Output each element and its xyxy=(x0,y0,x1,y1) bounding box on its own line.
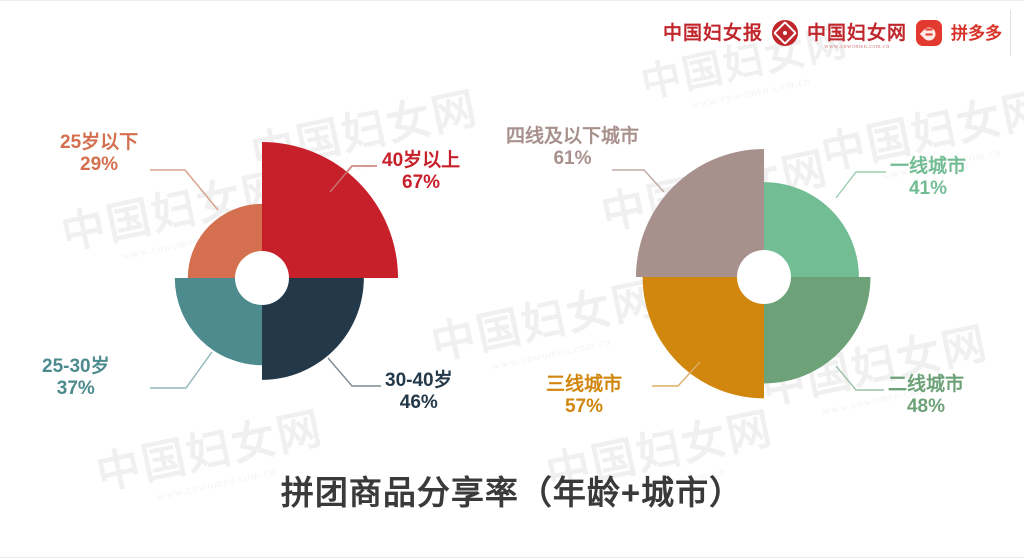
label-city-tier2: 二线城市 48% xyxy=(888,374,964,418)
pie-slice-25-30岁[interactable] xyxy=(174,278,262,366)
label-age-30-40: 30-40岁 46% xyxy=(385,370,453,414)
label-age-25-30-value: 37% xyxy=(56,378,95,400)
label-city-tier4-category: 四线及以下城市 xyxy=(506,126,640,147)
age-chart xyxy=(174,142,398,380)
logo-group: 中国妇女报 中国妇女网 www.cnwomen.com.cn 拼多多 xyxy=(662,20,1002,50)
label-city-tier3-category: 三线城市 xyxy=(546,374,623,395)
city-tier-chart xyxy=(636,149,871,399)
label-city-tier2-value: 48% xyxy=(906,396,946,418)
label-age-over-40: 40岁以上 67% xyxy=(382,150,460,194)
label-city-tier2-category: 二线城市 xyxy=(888,374,965,395)
label-age-under-25-value: 29% xyxy=(80,154,119,176)
pinduoduo-logo-icon xyxy=(916,20,942,46)
label-age-over-40-category: 40岁以上 xyxy=(382,150,461,171)
label-city-tier4-value: 61% xyxy=(553,148,592,170)
label-age-25-30-category: 25-30岁 xyxy=(42,356,110,377)
label-age-25-30: 25-30岁 37% xyxy=(42,356,110,400)
header-divider xyxy=(1010,10,1011,56)
pie-slice-40岁以上[interactable] xyxy=(262,142,398,278)
label-age-30-40-value: 46% xyxy=(399,392,438,414)
china-women-net-url: www.cnwomen.com.cn xyxy=(824,43,890,50)
pie-slice-四线及以下城市[interactable] xyxy=(636,149,764,277)
pinduoduo-logo-text: 拼多多 xyxy=(951,23,1002,43)
pie-slice-一线城市[interactable] xyxy=(764,182,859,277)
china-womens-news-logo: 中国妇女报 xyxy=(662,22,763,44)
label-city-tier3: 三线城市 57% xyxy=(546,374,622,418)
pie-slice-25岁以下[interactable] xyxy=(187,203,262,278)
pie-slice-30-40岁[interactable] xyxy=(262,278,364,380)
china-women-net-logo-text: 中国妇女网 xyxy=(806,22,907,44)
label-city-tier3-value: 57% xyxy=(564,396,604,418)
page-title: 拼团商品分享率（年龄+城市） xyxy=(280,474,744,511)
header-bar: 中国妇女报 中国妇女网 www.cnwomen.com.cn 拼多多 xyxy=(0,0,1024,66)
china-women-emblem-icon xyxy=(771,20,798,46)
china-women-net-logo: 中国妇女网 www.cnwomen.com.cn xyxy=(806,22,907,50)
label-age-over-40-value: 67% xyxy=(402,172,441,194)
pie-slice-三线城市[interactable] xyxy=(642,277,764,399)
label-city-tier1: 一线城市 41% xyxy=(890,156,966,200)
label-city-tier4: 四线及以下城市 61% xyxy=(506,126,639,170)
label-city-tier1-category: 一线城市 xyxy=(890,156,967,177)
label-age-30-40-category: 30-40岁 xyxy=(385,370,453,391)
label-age-under-25-category: 25岁以下 xyxy=(60,132,139,153)
top-edge-line xyxy=(0,0,1024,1)
label-age-under-25: 25岁以下 29% xyxy=(60,132,138,176)
pie-slice-二线城市[interactable] xyxy=(764,277,871,384)
label-city-tier1-value: 41% xyxy=(908,178,948,200)
